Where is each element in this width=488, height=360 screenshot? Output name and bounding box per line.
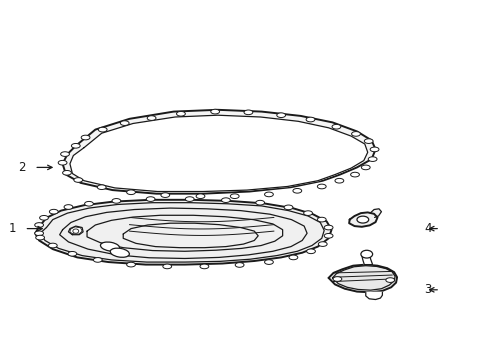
Ellipse shape <box>264 192 273 197</box>
Polygon shape <box>365 292 382 300</box>
Ellipse shape <box>74 178 82 182</box>
Ellipse shape <box>48 243 57 248</box>
Ellipse shape <box>100 242 120 251</box>
Ellipse shape <box>146 197 155 201</box>
Ellipse shape <box>284 205 292 210</box>
Ellipse shape <box>35 231 43 235</box>
Ellipse shape <box>35 223 43 227</box>
Polygon shape <box>361 255 372 265</box>
Ellipse shape <box>369 147 378 152</box>
Ellipse shape <box>331 125 340 129</box>
Ellipse shape <box>71 144 80 148</box>
Ellipse shape <box>235 263 244 267</box>
Text: 4: 4 <box>424 222 431 235</box>
Ellipse shape <box>49 210 58 214</box>
Polygon shape <box>369 209 381 217</box>
Ellipse shape <box>324 234 332 238</box>
Ellipse shape <box>40 216 48 220</box>
Ellipse shape <box>356 216 368 223</box>
Ellipse shape <box>73 229 79 233</box>
Ellipse shape <box>196 194 204 198</box>
Ellipse shape <box>176 112 185 116</box>
Ellipse shape <box>317 184 325 189</box>
Polygon shape <box>62 110 375 194</box>
Ellipse shape <box>264 260 273 264</box>
Ellipse shape <box>288 255 297 260</box>
Ellipse shape <box>244 110 252 114</box>
Polygon shape <box>348 212 377 227</box>
Ellipse shape <box>324 225 332 230</box>
Ellipse shape <box>61 152 69 156</box>
Ellipse shape <box>68 252 77 256</box>
Ellipse shape <box>62 171 71 175</box>
Ellipse shape <box>360 250 372 258</box>
Ellipse shape <box>58 161 67 165</box>
Ellipse shape <box>351 132 360 136</box>
Ellipse shape <box>364 139 372 143</box>
Ellipse shape <box>332 277 341 281</box>
Ellipse shape <box>317 217 325 222</box>
Ellipse shape <box>367 157 376 161</box>
Ellipse shape <box>147 116 156 120</box>
Polygon shape <box>328 265 396 292</box>
Ellipse shape <box>230 194 239 198</box>
Ellipse shape <box>84 202 93 206</box>
Ellipse shape <box>64 205 73 209</box>
Ellipse shape <box>98 127 107 132</box>
Polygon shape <box>35 200 331 265</box>
Ellipse shape <box>200 264 208 269</box>
Ellipse shape <box>255 201 264 205</box>
Ellipse shape <box>334 179 343 183</box>
Ellipse shape <box>305 117 314 122</box>
Polygon shape <box>70 115 367 192</box>
Text: 3: 3 <box>424 283 431 296</box>
Ellipse shape <box>185 197 194 201</box>
Ellipse shape <box>221 198 230 202</box>
Ellipse shape <box>110 248 129 257</box>
Ellipse shape <box>276 113 285 117</box>
Polygon shape <box>68 226 83 235</box>
Ellipse shape <box>112 199 121 203</box>
Ellipse shape <box>120 121 129 125</box>
Ellipse shape <box>163 264 171 269</box>
Text: 2: 2 <box>19 161 26 174</box>
Ellipse shape <box>210 109 219 114</box>
Ellipse shape <box>126 190 135 194</box>
Ellipse shape <box>161 193 169 197</box>
Ellipse shape <box>36 235 44 240</box>
Ellipse shape <box>350 172 359 177</box>
Ellipse shape <box>93 258 102 262</box>
Ellipse shape <box>303 211 312 215</box>
Text: 1: 1 <box>9 222 16 235</box>
Ellipse shape <box>292 189 301 193</box>
Ellipse shape <box>81 135 90 140</box>
Ellipse shape <box>306 249 315 253</box>
Ellipse shape <box>97 185 106 189</box>
Ellipse shape <box>318 242 326 246</box>
Ellipse shape <box>126 262 135 267</box>
Ellipse shape <box>361 165 369 170</box>
Ellipse shape <box>385 278 394 282</box>
